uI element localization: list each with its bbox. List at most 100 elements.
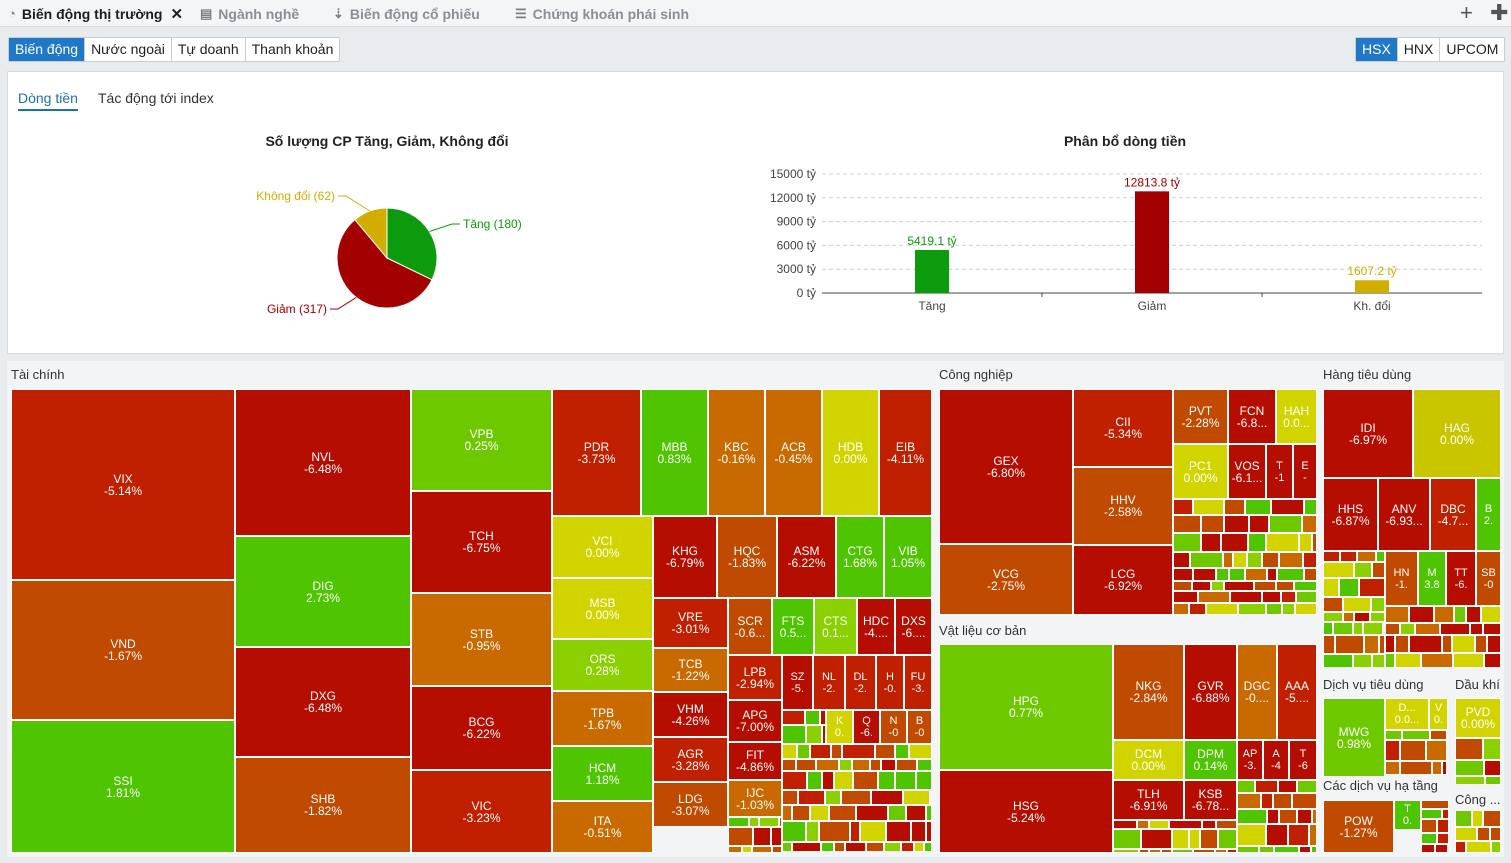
heatmap-small-cell[interactable] <box>881 759 896 771</box>
heatmap-cell[interactable]: TCB -1.22% <box>653 648 728 692</box>
exchange-hnx-button[interactable]: HNX <box>1398 38 1441 61</box>
heatmap-small-cell[interactable] <box>1435 844 1448 853</box>
heatmap-small-cell[interactable] <box>1454 606 1466 623</box>
heatmap-small-cell[interactable] <box>1370 612 1385 622</box>
heatmap-small-cell[interactable] <box>1484 653 1501 668</box>
heatmap-small-cell[interactable] <box>1215 849 1227 853</box>
heatmap-small-cell[interactable] <box>1343 597 1371 612</box>
heatmap-cell[interactable]: KBC -0.16% <box>708 389 765 516</box>
heatmap-small-cell[interactable] <box>1323 635 1335 654</box>
heatmap-small-cell[interactable] <box>1415 623 1440 635</box>
filter-proprietary-button[interactable]: Tự doanh <box>172 38 246 61</box>
heatmap-small-cell[interactable] <box>1237 809 1267 824</box>
heatmap-small-cell[interactable] <box>1395 653 1421 668</box>
heatmap-cell[interactable]: GVR -6.88% <box>1184 644 1237 740</box>
heatmap-small-cell[interactable] <box>1261 793 1273 809</box>
heatmap-cell[interactable]: HHV -2.58% <box>1073 467 1173 545</box>
heatmap-small-cell[interactable] <box>856 805 888 821</box>
heatmap-small-cell[interactable] <box>1364 635 1379 654</box>
heatmap-small-cell[interactable] <box>1276 581 1294 591</box>
heatmap-small-cell[interactable] <box>1227 849 1237 853</box>
heatmap-cell[interactable]: FIT -4.86% <box>728 742 782 780</box>
heatmap-small-cell[interactable] <box>1491 841 1501 853</box>
heatmap-small-cell[interactable] <box>1216 820 1237 829</box>
heatmap-small-cell[interactable] <box>1189 603 1206 615</box>
bar[interactable] <box>1355 280 1389 293</box>
heatmap-small-cell[interactable] <box>782 759 796 771</box>
bar[interactable] <box>1135 191 1169 293</box>
heatmap-small-cell[interactable] <box>895 744 909 759</box>
heatmap-cell[interactable]: EIB -4.11% <box>879 389 932 516</box>
heatmap-small-cell[interactable] <box>834 771 853 790</box>
heatmap-small-cell[interactable] <box>917 759 932 771</box>
heatmap-small-cell[interactable] <box>1483 810 1501 827</box>
heatmap-small-cell[interactable] <box>1172 829 1189 849</box>
heatmap-cell[interactable]: SCR -0.6... <box>728 598 772 655</box>
heatmap-small-cell[interactable] <box>1137 820 1149 829</box>
heatmap-small-cell[interactable] <box>1266 533 1299 552</box>
heatmap-small-cell[interactable] <box>1385 740 1400 761</box>
heatmap-small-cell[interactable] <box>1485 776 1501 785</box>
heatmap-small-cell[interactable] <box>1312 533 1317 552</box>
heatmap-small-cell[interactable] <box>1266 603 1282 615</box>
heatmap-small-cell[interactable] <box>1296 591 1317 603</box>
heatmap-small-cell[interactable] <box>1224 515 1249 533</box>
heatmap-small-cell[interactable] <box>924 842 932 852</box>
heatmap-small-cell[interactable] <box>1190 552 1223 568</box>
heatmap-small-cell[interactable] <box>878 771 895 790</box>
heatmap-small-cell[interactable] <box>1267 568 1277 581</box>
heatmap-small-cell[interactable] <box>1303 552 1317 568</box>
heatmap-small-cell[interactable] <box>1339 578 1359 597</box>
heatmap-cell[interactable]: PDR -3.73% <box>552 389 641 516</box>
heatmap-cell[interactable]: T -1 <box>1266 444 1293 499</box>
heatmap-small-cell[interactable] <box>903 790 930 805</box>
heatmap-small-cell[interactable] <box>916 771 932 790</box>
heatmap-small-cell[interactable] <box>1353 654 1372 668</box>
heatmap-small-cell[interactable] <box>1442 809 1449 819</box>
heatmap-cell[interactable]: H -0. <box>876 655 904 710</box>
heatmap-small-cell[interactable] <box>805 710 820 725</box>
heatmap-small-cell[interactable] <box>1421 844 1435 853</box>
heatmap-cell[interactable]: E- <box>1293 444 1317 499</box>
add-tab-icon[interactable]: + <box>1460 0 1473 25</box>
heatmap-small-cell[interactable] <box>1279 552 1303 568</box>
heatmap-cell[interactable]: DCM 0.00% <box>1113 740 1184 780</box>
heatmap-small-cell[interactable] <box>1189 829 1200 849</box>
heatmap-small-cell[interactable] <box>1297 809 1312 824</box>
heatmap-small-cell[interactable] <box>926 821 932 842</box>
heatmap-small-cell[interactable] <box>870 759 881 771</box>
heatmap-small-cell[interactable] <box>831 744 842 759</box>
heatmap-small-cell[interactable] <box>782 710 805 725</box>
heatmap-small-cell[interactable] <box>1426 740 1447 761</box>
heatmap-cell[interactable]: HPG 0.77% <box>939 644 1113 770</box>
heatmap-small-cell[interactable] <box>1245 568 1267 581</box>
subtab-index-impact[interactable]: Tác động tới index <box>98 90 214 106</box>
heatmap-small-cell[interactable] <box>1385 606 1409 623</box>
heatmap-cell[interactable]: CTG 1.68% <box>836 516 884 598</box>
heatmap-cell[interactable]: T -6 <box>1289 740 1317 780</box>
heatmap-cell[interactable]: VPB 0.25% <box>411 389 552 491</box>
heatmap-small-cell[interactable] <box>782 821 806 842</box>
heatmap-small-cell[interactable] <box>1172 849 1193 853</box>
heatmap-small-cell[interactable] <box>1238 603 1266 615</box>
bar[interactable] <box>915 250 949 293</box>
exchange-hsx-button[interactable]: HSX <box>1356 38 1398 61</box>
heatmap-small-cell[interactable] <box>852 759 870 771</box>
heatmap-cell[interactable]: DIG 2.73% <box>235 536 411 647</box>
heatmap-small-cell[interactable] <box>888 805 906 821</box>
heatmap-small-cell[interactable] <box>1372 562 1385 578</box>
heatmap-cell[interactable]: HAG 0.00% <box>1413 389 1501 478</box>
heatmap-small-cell[interactable] <box>860 821 886 842</box>
heatmap-small-cell[interactable] <box>825 790 841 805</box>
heatmap-small-cell[interactable] <box>906 805 926 821</box>
heatmap-small-cell[interactable] <box>1437 819 1449 833</box>
heatmap-cell[interactable]: PVT -2.28% <box>1173 389 1228 444</box>
heatmap-small-cell[interactable] <box>926 805 932 821</box>
heatmap-small-cell[interactable] <box>1262 591 1281 603</box>
heatmap-small-cell[interactable] <box>816 759 839 771</box>
heatmap-cell[interactable]: T 0. <box>1394 800 1421 830</box>
heatmap-cell[interactable]: VCI 0.00% <box>552 516 653 578</box>
heatmap-cell[interactable]: IJC -1.03% <box>728 780 782 817</box>
heatmap-cell[interactable]: FTS 0.5... <box>772 598 814 655</box>
heatmap-cell[interactable]: ACB -0.45% <box>765 389 822 516</box>
